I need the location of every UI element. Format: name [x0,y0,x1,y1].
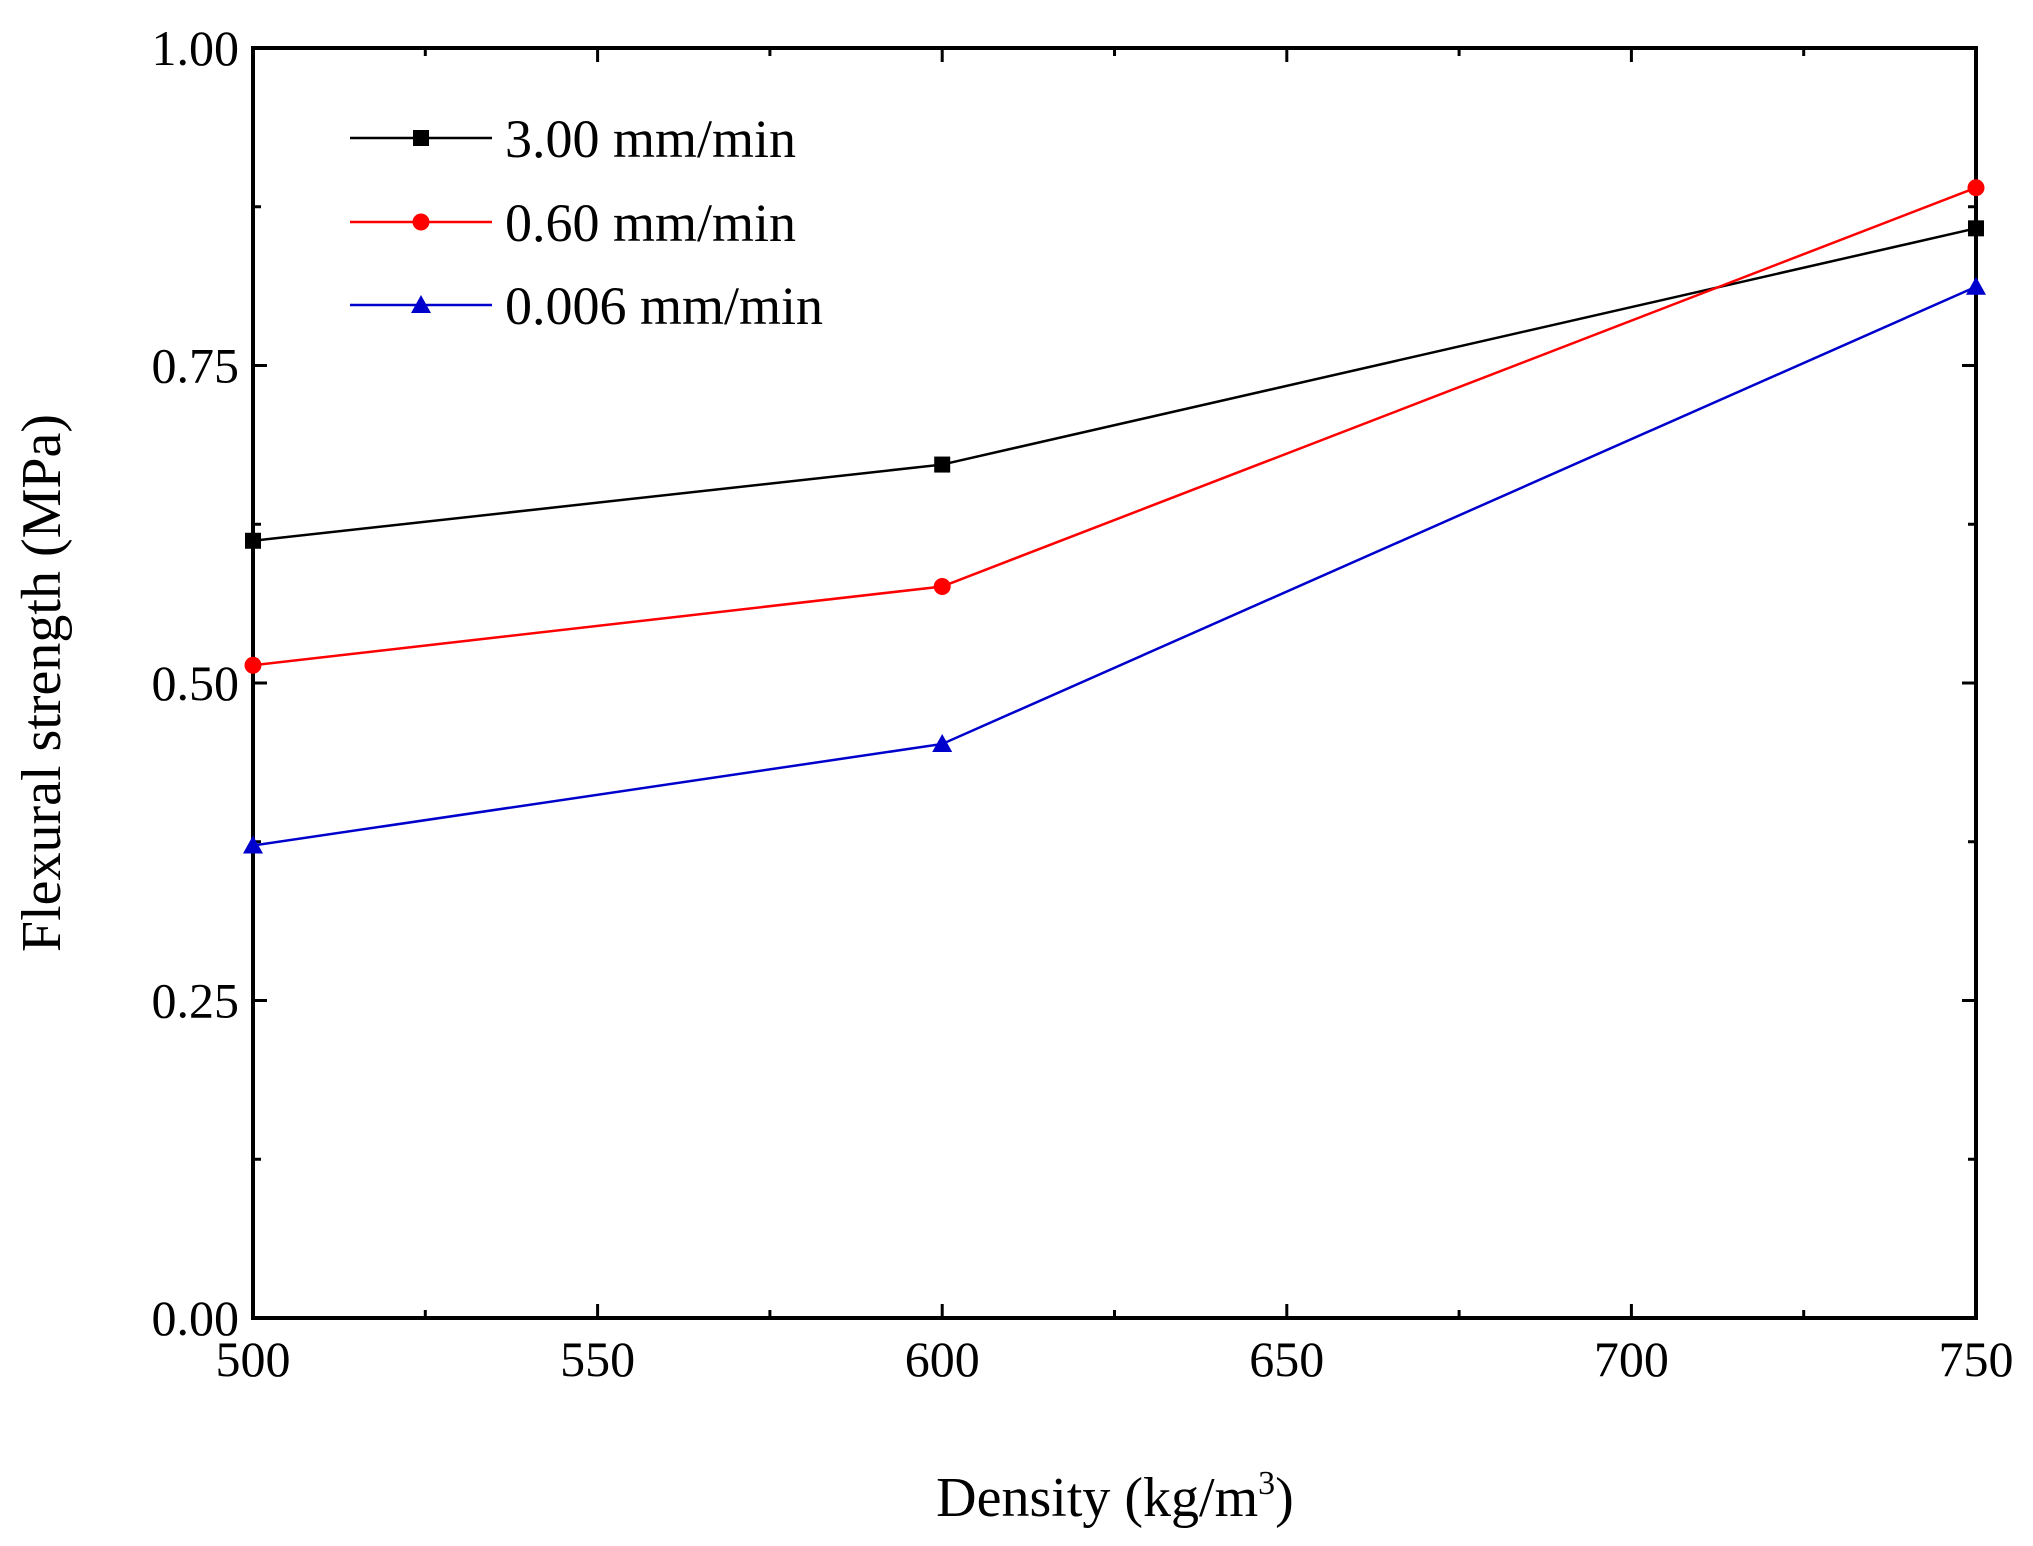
x-tick-label-5: 750 [1939,1331,2014,1387]
legend-item-0: 3.00 mm/min [350,109,796,169]
legend-label-1: 0.60 mm/min [505,193,796,253]
legend-item-1: 0.60 mm/min [350,193,796,253]
x-tick-label-0: 500 [216,1331,291,1387]
data-point-s0-0 [245,532,261,549]
x-tick-label-1: 550 [560,1331,635,1387]
data-point-s1-2 [1967,179,1985,197]
y-tick-label-4: 1.00 [152,20,240,76]
legend-marker-2 [411,295,431,313]
y-tick-label-1: 0.25 [152,973,240,1029]
legend-marker-1 [412,213,430,231]
x-axis-title: Density (kg/m3) [936,1465,1294,1529]
data-point-s2-0 [243,835,263,854]
data-point-s0-2 [1968,220,1984,237]
x-tick-label-3: 650 [1249,1331,1324,1387]
y-tick-label-0: 0.00 [152,1290,240,1346]
data-point-s1-0 [244,656,262,674]
x-axis-title-close: ) [1275,1467,1294,1529]
legend-label-2: 0.006 mm/min [505,276,823,336]
series-line-2 [252,285,1977,847]
data-point-s0-1 [934,456,951,473]
x-axis-title-main: Density (kg/m [936,1467,1258,1529]
data-point-s1-1 [933,577,951,595]
x-axis-ticks: 500 550 600 650 700 750 [216,48,2014,1387]
x-tick-label-4: 700 [1594,1331,1669,1387]
legend-label-0: 3.00 mm/min [505,109,796,169]
series-markers [243,179,1986,854]
y-axis-title: Flexural strength (MPa) [11,414,73,952]
data-point-s2-1 [932,733,953,752]
legend: 3.00 mm/min 0.60 mm/min 0.006 mm/min [350,109,823,336]
y-tick-label-3: 0.75 [152,338,240,394]
y-axis-ticks: 0.00 0.25 0.50 0.75 1.00 [152,20,1976,1346]
x-tick-label-2: 600 [905,1331,980,1387]
legend-marker-0 [413,130,429,146]
x-axis-title-superscript: 3 [1258,1465,1275,1502]
legend-item-2: 0.006 mm/min [350,276,823,336]
y-tick-label-2: 0.50 [152,655,240,711]
data-point-s2-2 [1966,276,1986,295]
